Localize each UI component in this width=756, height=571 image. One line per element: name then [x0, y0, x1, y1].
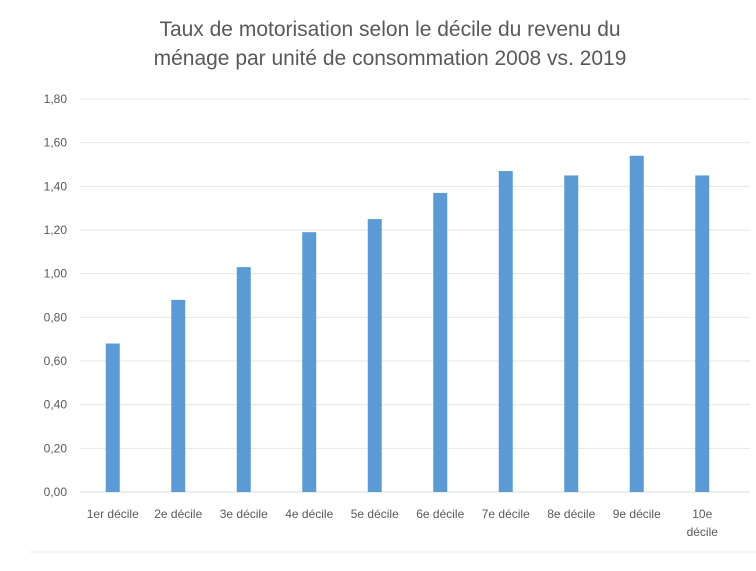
y-tick-label: 1,20: [44, 223, 68, 237]
y-tick-label: 0,00: [44, 485, 68, 499]
bar: [367, 219, 382, 493]
bar: [236, 267, 251, 492]
y-tick-label: 0,60: [44, 354, 68, 368]
bar: [564, 175, 579, 492]
x-tick-label: 6e décile: [416, 507, 464, 521]
x-tick-label: 7e décile: [482, 507, 530, 521]
y-tick-label: 0,20: [44, 441, 68, 455]
x-tick-label: 3e décile: [220, 507, 268, 521]
x-tick-label: décile: [687, 525, 719, 539]
y-tick-label: 1,40: [44, 179, 68, 193]
x-tick-label: 1er décile: [87, 507, 139, 521]
bar: [171, 299, 186, 492]
x-tick-label: 5e décile: [351, 507, 399, 521]
y-tick-label: 1,00: [44, 267, 68, 281]
y-tick-label: 0,40: [44, 398, 68, 412]
bar: [302, 232, 317, 492]
x-tick-label: 8e décile: [547, 507, 595, 521]
bar: [433, 192, 448, 492]
x-tick-label: 10e: [692, 507, 712, 521]
bar: [105, 343, 120, 492]
chart-title-line2: ménage par unité de consommation 2008 vs…: [153, 47, 627, 70]
y-tick-label: 1,60: [44, 136, 68, 150]
x-tick-label: 9e décile: [613, 507, 661, 521]
bar: [629, 155, 644, 492]
y-tick-label: 1,80: [44, 92, 68, 106]
bar: [498, 171, 513, 493]
chart-title-line1: Taux de motorisation selon le décile du …: [159, 18, 621, 41]
bar: [695, 175, 710, 492]
y-tick-label: 0,80: [44, 310, 68, 324]
x-tick-label: 2e décile: [154, 507, 202, 521]
x-tick-label: 4e décile: [285, 507, 333, 521]
